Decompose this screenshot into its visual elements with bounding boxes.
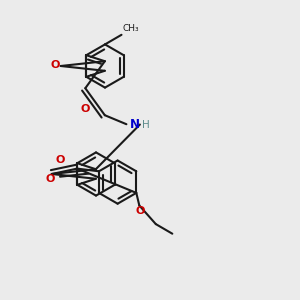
Text: O: O	[55, 155, 64, 165]
Text: CH₃: CH₃	[123, 24, 140, 33]
Text: O: O	[135, 206, 145, 216]
Text: H: H	[142, 119, 150, 130]
Text: O: O	[51, 59, 60, 70]
Text: N: N	[129, 118, 140, 131]
Text: O: O	[46, 174, 55, 184]
Text: O: O	[80, 104, 89, 114]
